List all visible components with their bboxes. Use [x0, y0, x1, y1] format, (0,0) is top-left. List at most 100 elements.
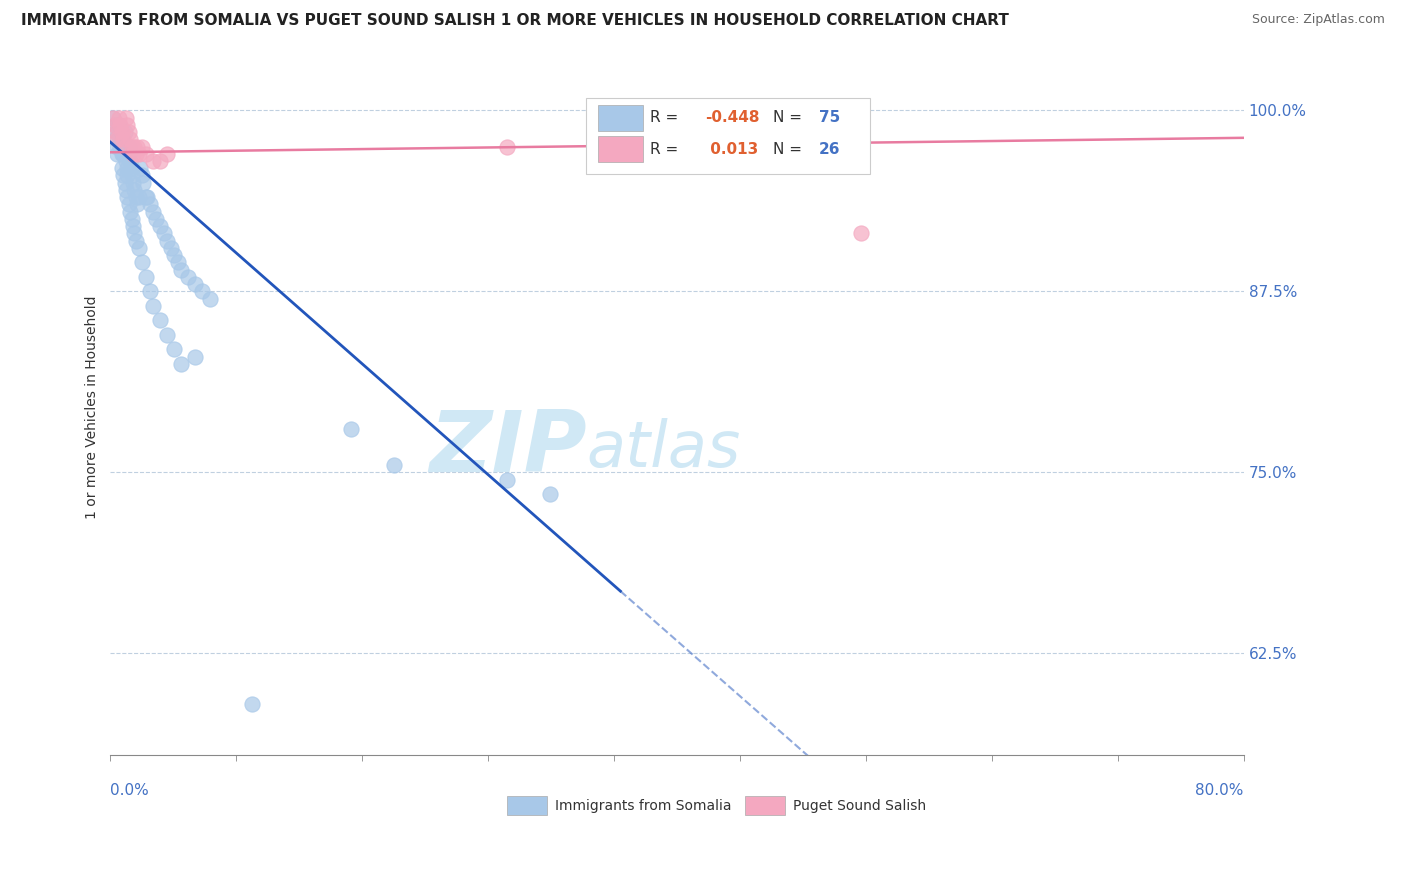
- Point: [124, 227, 146, 241]
- Point: [128, 190, 150, 204]
- Text: N =: N =: [773, 111, 807, 126]
- Text: IMMIGRANTS FROM SOMALIA VS PUGET SOUND SALISH 1 OR MORE VEHICLES IN HOUSEHOLD CO: IMMIGRANTS FROM SOMALIA VS PUGET SOUND S…: [21, 13, 1010, 29]
- Point: [117, 161, 139, 176]
- Point: [135, 190, 157, 204]
- Point: [170, 357, 193, 371]
- Point: [108, 111, 131, 125]
- Point: [149, 153, 172, 168]
- Text: 75: 75: [818, 111, 839, 126]
- Point: [105, 132, 128, 146]
- Point: [156, 146, 179, 161]
- Point: [118, 139, 141, 153]
- Text: 0.0%: 0.0%: [111, 782, 149, 797]
- Point: [120, 204, 142, 219]
- Point: [108, 125, 131, 139]
- Point: [122, 176, 145, 190]
- Text: N =: N =: [773, 142, 807, 157]
- Point: [149, 219, 172, 234]
- Point: [104, 118, 127, 132]
- Point: [112, 132, 135, 146]
- Point: [131, 139, 153, 153]
- Point: [139, 285, 162, 299]
- Point: [122, 219, 145, 234]
- Point: [118, 125, 141, 139]
- Point: [142, 204, 165, 219]
- Text: 0.013: 0.013: [706, 142, 759, 157]
- Point: [112, 146, 135, 161]
- Point: [129, 161, 152, 176]
- Text: Immigrants from Somalia: Immigrants from Somalia: [555, 798, 731, 813]
- Point: [538, 487, 561, 501]
- Point: [112, 169, 135, 183]
- Text: Puget Sound Salish: Puget Sound Salish: [793, 798, 925, 813]
- FancyBboxPatch shape: [745, 796, 785, 815]
- Point: [125, 190, 148, 204]
- Point: [118, 197, 141, 211]
- Text: ZIP: ZIP: [429, 408, 586, 491]
- Point: [107, 146, 129, 161]
- Point: [198, 292, 221, 306]
- Text: atlas: atlas: [586, 418, 741, 480]
- Point: [125, 234, 148, 248]
- Point: [117, 190, 139, 204]
- Point: [108, 118, 131, 132]
- FancyBboxPatch shape: [598, 104, 643, 131]
- Point: [115, 153, 138, 168]
- Text: 26: 26: [818, 142, 841, 157]
- Point: [120, 132, 142, 146]
- Point: [103, 111, 125, 125]
- Point: [114, 176, 136, 190]
- Point: [110, 139, 132, 153]
- Point: [240, 697, 263, 711]
- Point: [110, 118, 132, 132]
- Point: [156, 327, 179, 342]
- Point: [177, 269, 200, 284]
- Point: [121, 161, 143, 176]
- Point: [127, 139, 149, 153]
- Text: R =: R =: [650, 142, 683, 157]
- Point: [110, 132, 132, 146]
- Point: [104, 118, 127, 132]
- Point: [111, 125, 134, 139]
- Point: [167, 255, 190, 269]
- Point: [121, 169, 143, 183]
- FancyBboxPatch shape: [598, 136, 643, 162]
- Point: [115, 146, 138, 161]
- Point: [184, 350, 207, 364]
- Point: [156, 234, 179, 248]
- Point: [128, 146, 150, 161]
- Point: [851, 227, 873, 241]
- Point: [382, 458, 405, 472]
- Point: [142, 153, 165, 168]
- Point: [124, 139, 146, 153]
- Point: [115, 183, 138, 197]
- Point: [125, 146, 148, 161]
- Point: [122, 146, 145, 161]
- Text: R =: R =: [650, 111, 683, 126]
- Point: [136, 190, 159, 204]
- Point: [114, 139, 136, 153]
- Point: [135, 269, 157, 284]
- Point: [127, 197, 149, 211]
- Point: [191, 285, 214, 299]
- Point: [121, 211, 143, 226]
- Point: [142, 299, 165, 313]
- Point: [114, 139, 136, 153]
- Point: [145, 211, 167, 226]
- Point: [496, 473, 519, 487]
- Point: [103, 111, 125, 125]
- Point: [340, 422, 363, 436]
- Point: [149, 313, 172, 327]
- Point: [170, 262, 193, 277]
- Point: [107, 139, 129, 153]
- FancyBboxPatch shape: [586, 98, 870, 174]
- Point: [105, 125, 128, 139]
- Point: [132, 176, 155, 190]
- Point: [135, 146, 157, 161]
- FancyBboxPatch shape: [508, 796, 547, 815]
- Point: [153, 227, 176, 241]
- Point: [120, 153, 142, 168]
- Point: [105, 125, 128, 139]
- Point: [107, 132, 129, 146]
- Point: [111, 161, 134, 176]
